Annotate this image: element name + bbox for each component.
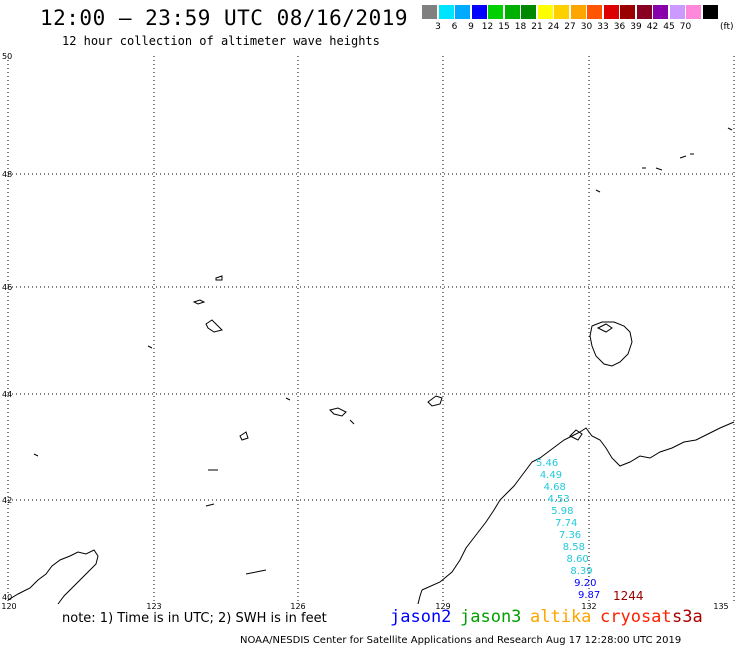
map-subtitle: 12 hour collection of altimeter wave hei…	[62, 34, 380, 48]
lon-label-135: 135	[713, 602, 729, 611]
lon-label-120: 120	[1, 602, 17, 611]
credit-line: NOAA/NESDIS Center for Satellite Applica…	[240, 635, 682, 646]
islet-19	[727, 127, 733, 131]
legend-swatch	[587, 5, 602, 19]
legend-label: 21	[531, 22, 543, 32]
sat-jason3: jason3	[460, 607, 522, 627]
islet-4	[147, 345, 153, 349]
legend-swatch	[686, 5, 701, 19]
lon-label-123: 123	[146, 602, 162, 611]
map-title: 12:00 — 23:59 UTC 08/16/2019	[40, 6, 409, 30]
swh-value-label: 4.53	[547, 494, 570, 505]
legend-label: 30	[580, 22, 593, 32]
lat-label-42: 42	[2, 496, 13, 505]
bay-inlet	[569, 429, 583, 441]
island-large-bay	[596, 323, 613, 333]
islet-7	[349, 419, 355, 425]
lat-label-44: 44	[2, 390, 13, 399]
legend-unit: (ft)	[720, 22, 734, 32]
islet-5	[285, 397, 291, 401]
legend-swatch	[537, 5, 553, 19]
legend-swatch	[603, 5, 619, 19]
legend-swatch	[422, 5, 437, 19]
swh-value-label: 4.49	[539, 470, 563, 481]
legend-label: 70	[679, 22, 692, 32]
footnote: note: 1) Time is in UTC; 2) SWH is in fe…	[62, 611, 327, 626]
legend-swatch	[653, 5, 668, 19]
coastline	[7, 127, 735, 605]
islet-2	[192, 299, 206, 305]
legend-label: 15	[498, 22, 510, 32]
swh-value-label: 7.36	[558, 530, 582, 541]
islet-17	[679, 155, 687, 159]
sat-jason2: jason2	[390, 607, 452, 627]
islet-11	[205, 503, 215, 507]
mainland-coast	[421, 421, 735, 591]
legend-swatch	[504, 5, 520, 19]
islet-14	[595, 189, 601, 193]
legend-label: 24	[547, 22, 560, 32]
sat-s3a: s3a	[672, 607, 703, 627]
swh-value-label: 9.87	[578, 590, 601, 601]
legend-label: 45	[663, 22, 675, 32]
map-border	[7, 56, 735, 604]
mainland-coast-south	[417, 589, 423, 605]
legend-label: 39	[630, 22, 642, 32]
lat-label-40: 40	[2, 593, 13, 602]
legend-swatch	[488, 5, 503, 19]
legend-swatch	[521, 5, 536, 19]
grid-lines	[8, 56, 734, 604]
islet-3	[205, 319, 223, 333]
swh-value-label: 8.58	[562, 542, 585, 553]
legend-label: 18	[514, 22, 527, 32]
lon-label-126: 126	[290, 602, 306, 611]
islet-13	[33, 453, 39, 457]
swh-value-label: 9.20	[574, 578, 597, 589]
legend-swatch	[471, 5, 487, 19]
legend-label: 12	[481, 22, 494, 32]
swh-value-label: 8.60	[566, 554, 589, 565]
islet-16	[655, 167, 663, 171]
legend-label: 33	[597, 22, 609, 32]
legend-label: 3	[435, 22, 441, 32]
swh-value-label: 5.46	[536, 458, 559, 469]
lon-label-129: 129	[435, 602, 451, 611]
islet-12	[245, 569, 267, 575]
islet-6	[329, 407, 347, 417]
lat-label-46: 46	[2, 283, 13, 292]
swh-value-label: 5.98	[551, 506, 574, 517]
lat-label-50: 50	[2, 52, 13, 61]
legend-swatch	[636, 5, 652, 19]
legend-swatch	[554, 5, 569, 19]
islet-1	[215, 275, 223, 281]
legend-swatch	[570, 5, 586, 19]
swh-value-label: 4.68	[543, 482, 566, 493]
legend-label: 27	[564, 22, 576, 32]
swh-value-label: 7.74	[555, 518, 578, 529]
legend-label: 42	[646, 22, 659, 32]
sat-cryosat: cryosat	[600, 607, 672, 627]
island-large	[589, 321, 633, 367]
legend-label: 36	[613, 22, 626, 32]
lon-label-132: 132	[581, 602, 597, 611]
legend-swatch	[702, 5, 718, 19]
legend-label: 9	[468, 22, 474, 32]
islet-8	[427, 395, 443, 407]
legend-swatch	[620, 5, 635, 19]
islet-9	[239, 431, 249, 441]
legend-swatch	[438, 5, 454, 19]
swh-value-label: 8.39	[570, 566, 593, 577]
sat-altika: altika	[530, 607, 592, 627]
pass-time-label: 1244	[613, 589, 644, 603]
peninsula-coast	[7, 549, 99, 605]
legend-label: 6	[451, 22, 458, 32]
legend-swatch	[669, 5, 685, 19]
legend-swatch	[455, 5, 470, 19]
lat-label-48: 48	[2, 170, 13, 179]
